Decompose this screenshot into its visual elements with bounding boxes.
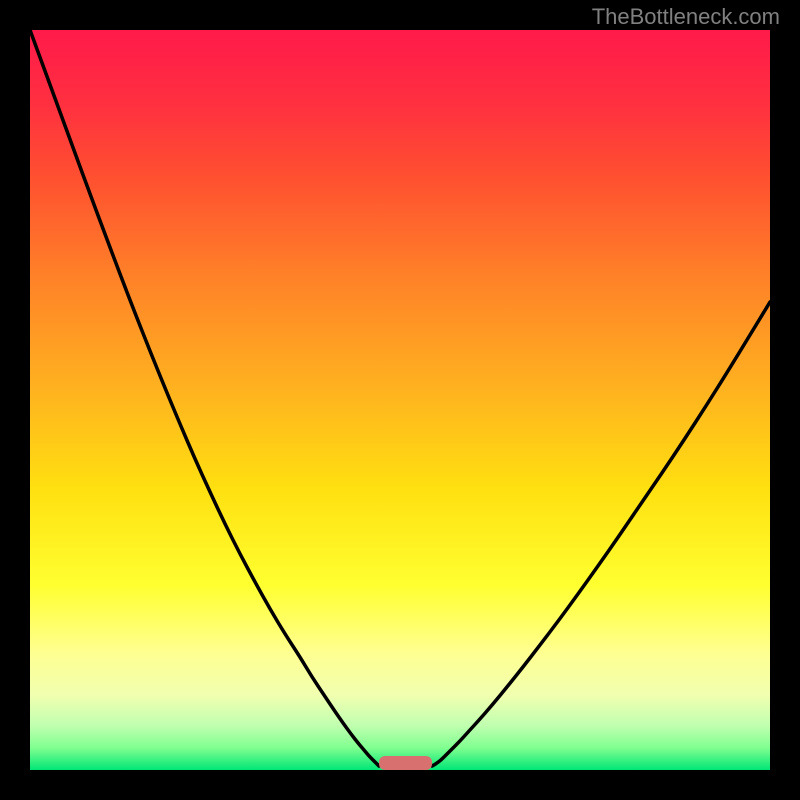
left-curve: [30, 30, 379, 766]
bottleneck-marker: [379, 756, 432, 770]
right-curve: [432, 302, 770, 766]
curves-layer: [30, 30, 770, 770]
watermark-text: TheBottleneck.com: [592, 4, 780, 30]
plot-area: [30, 30, 770, 770]
